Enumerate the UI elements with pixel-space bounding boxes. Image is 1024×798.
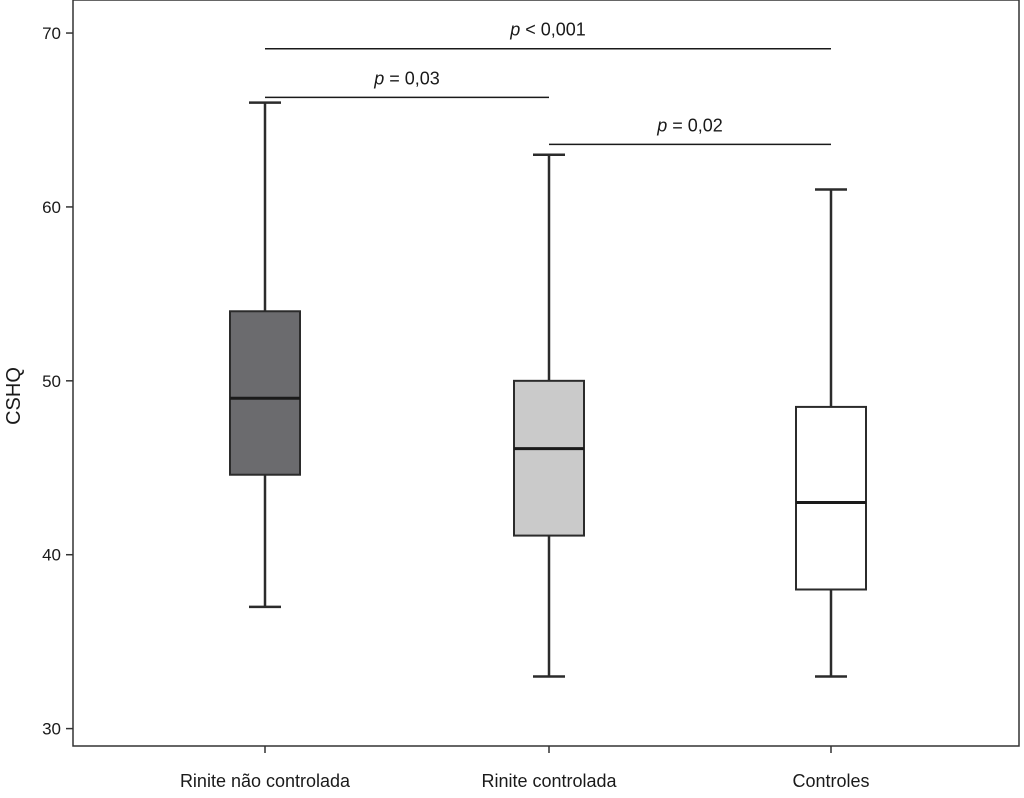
x-category-label: Controles bbox=[792, 771, 869, 791]
y-tick-label: 60 bbox=[42, 198, 61, 217]
y-tick-label: 70 bbox=[42, 24, 61, 43]
iqr-box bbox=[229, 310, 301, 476]
iqr-box bbox=[795, 405, 867, 591]
y-tick-label: 40 bbox=[42, 546, 61, 565]
x-category-label: Rinite controlada bbox=[481, 771, 617, 791]
box-group bbox=[795, 188, 867, 678]
y-tick-label: 30 bbox=[42, 720, 61, 739]
box-group bbox=[229, 101, 301, 609]
iqr-box bbox=[513, 379, 585, 537]
y-tick-label: 50 bbox=[42, 372, 61, 391]
box-group bbox=[513, 153, 585, 678]
p-value-label: p = 0,03 bbox=[373, 68, 440, 88]
p-value-label: p < 0,001 bbox=[509, 20, 586, 40]
plot-frame bbox=[72, 0, 1020, 747]
x-category-label: Rinite não controlada bbox=[180, 771, 351, 791]
p-value-label: p = 0,02 bbox=[656, 115, 723, 135]
y-axis-label: CSHQ bbox=[3, 367, 25, 425]
